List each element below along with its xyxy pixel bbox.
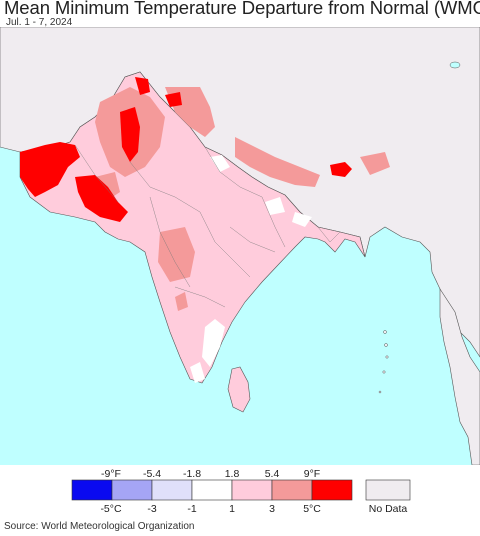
legend-c-tick-0: -5°C (100, 503, 122, 515)
source-credit: Source: World Meteorological Organizatio… (4, 521, 195, 532)
map-title: Mean Minimum Temperature Departure from … (4, 0, 480, 18)
warm-5-sindh (75, 175, 128, 222)
sri-lanka (227, 366, 251, 413)
legend-bin-0 (71, 479, 113, 501)
admin-borders (74, 144, 341, 308)
legend-bin-5 (271, 479, 313, 501)
legend-f-tick-0: -9°F (101, 468, 121, 480)
date-range: Jul. 1 - 7, 2024 (6, 17, 73, 28)
legend-bin-6 (311, 479, 353, 501)
warm-5-ladakh (165, 92, 182, 107)
legend-f-tick-3: 1.8 (225, 468, 240, 480)
warm-3-5-northeast (360, 152, 390, 175)
legend-bin-2 (151, 479, 193, 501)
legend-bin-3 (191, 479, 233, 501)
near-normal-northeast (265, 197, 285, 215)
warm-3-5-south (175, 292, 188, 311)
temperature-departure-map (0, 27, 480, 465)
near-normal-central (210, 155, 230, 172)
legend-c-tick-1: -3 (147, 503, 156, 515)
near-normal-south (190, 362, 205, 383)
legend-f-tick-2: -1.8 (183, 468, 201, 480)
legend-c-tick-4: 3 (269, 503, 275, 515)
legend: -9°F -5.4 -1.8 1.8 5.4 9°F -5°C -3 -1 1 … (71, 468, 411, 515)
legend-f-tick-4: 5.4 (265, 468, 280, 480)
warm-3-5-himalaya (235, 137, 320, 187)
legend-f-tick-5: 9°F (304, 468, 320, 480)
warm-5-baluchistan (20, 142, 80, 197)
warm-5-nepal-east (330, 162, 352, 177)
near-normal-east-coast (202, 319, 225, 367)
legend-no-data-label: No Data (369, 503, 408, 515)
legend-color-bar (71, 479, 353, 501)
legend-f-tick-1: -5.4 (143, 468, 161, 480)
lake (449, 61, 461, 69)
land-no-data-southeast (439, 287, 480, 465)
warm-3-5-central (158, 227, 195, 282)
warm-5-punjab (120, 107, 140, 162)
legend-c-tick-2: -1 (187, 503, 196, 515)
warm-5-north (135, 77, 150, 95)
andaman-islands (378, 330, 389, 394)
legend-bin-4 (231, 479, 273, 501)
legend-c-tick-5: 5°C (303, 503, 321, 515)
legend-bin-1 (111, 479, 153, 501)
legend-no-data-swatch (365, 479, 411, 501)
near-normal-ganga (292, 212, 312, 227)
legend-c-tick-3: 1 (229, 503, 235, 515)
